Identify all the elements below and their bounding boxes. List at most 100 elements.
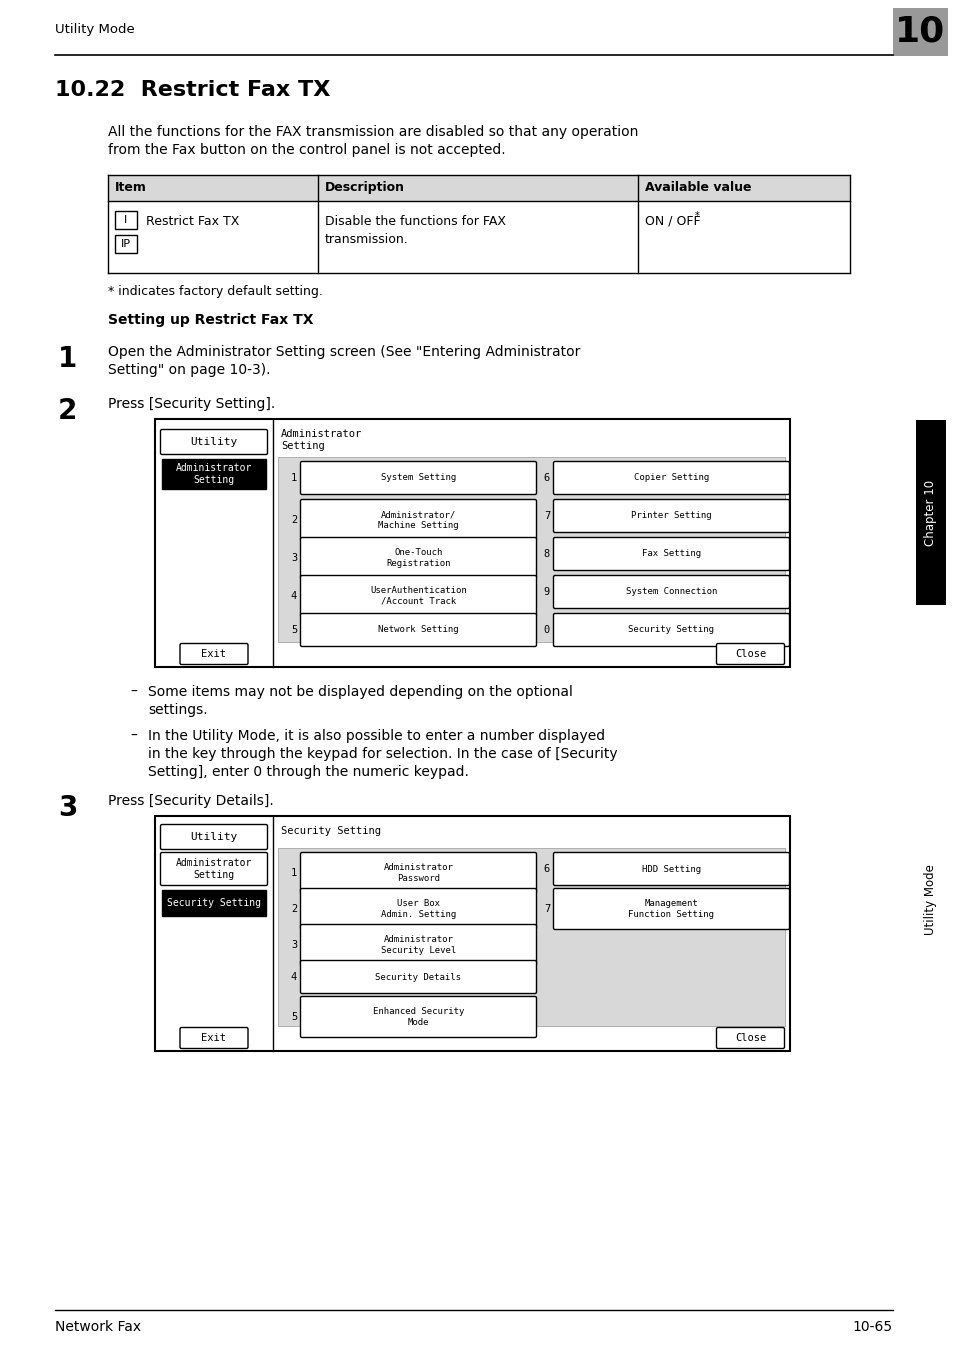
FancyBboxPatch shape (300, 960, 536, 994)
Text: 6: 6 (543, 864, 550, 873)
Bar (277, 457, 784, 642)
Text: HDD Setting: HDD Setting (641, 864, 700, 873)
FancyBboxPatch shape (160, 853, 267, 886)
Text: 3: 3 (291, 940, 296, 950)
Bar (162, 458, 266, 489)
Text: 3: 3 (291, 553, 296, 562)
Text: Utility Mode: Utility Mode (923, 864, 937, 936)
Text: Administrator
Password: Administrator Password (383, 864, 453, 883)
Text: 8: 8 (543, 549, 550, 558)
FancyBboxPatch shape (300, 614, 536, 646)
FancyBboxPatch shape (300, 576, 536, 617)
Text: 9: 9 (543, 587, 550, 598)
Text: Available value: Available value (644, 181, 751, 193)
Text: Chapter 10: Chapter 10 (923, 480, 937, 546)
FancyBboxPatch shape (180, 1028, 248, 1049)
Text: Press [Security Setting].: Press [Security Setting]. (108, 397, 275, 411)
Text: Printer Setting: Printer Setting (631, 511, 711, 521)
Text: System Setting: System Setting (380, 473, 456, 483)
FancyBboxPatch shape (160, 430, 267, 454)
Text: 2: 2 (58, 397, 77, 425)
Text: 4: 4 (291, 972, 296, 982)
Bar (915, 420, 945, 604)
Text: Setting up Restrict Fax TX: Setting up Restrict Fax TX (108, 314, 314, 327)
Text: * indicates factory default setting.: * indicates factory default setting. (108, 285, 322, 297)
Text: 6: 6 (543, 473, 550, 483)
Text: Network Fax: Network Fax (55, 1320, 141, 1334)
FancyBboxPatch shape (553, 538, 789, 571)
Text: 5: 5 (291, 1013, 296, 1022)
Text: in the key through the keypad for selection. In the case of [Security: in the key through the keypad for select… (148, 748, 617, 761)
Text: *: * (695, 211, 699, 220)
Text: 5: 5 (291, 625, 296, 635)
Text: Description: Description (325, 181, 405, 193)
Text: Security Details: Security Details (375, 972, 461, 982)
FancyBboxPatch shape (160, 825, 267, 849)
FancyBboxPatch shape (300, 461, 536, 495)
Text: Restrict Fax TX: Restrict Fax TX (146, 215, 239, 228)
Bar (892, 8, 947, 55)
Text: 7: 7 (543, 904, 550, 914)
FancyBboxPatch shape (553, 614, 789, 646)
Text: Setting], enter 0 through the numeric keypad.: Setting], enter 0 through the numeric ke… (148, 765, 468, 779)
Text: 1: 1 (58, 345, 77, 373)
FancyBboxPatch shape (553, 576, 789, 608)
Text: Setting" on page 10-3).: Setting" on page 10-3). (108, 362, 271, 377)
Text: from the Fax button on the control panel is not accepted.: from the Fax button on the control panel… (108, 143, 505, 157)
Text: Enhanced Security
Mode: Enhanced Security Mode (373, 1007, 464, 1026)
Text: All the functions for the FAX transmission are disabled so that any operation: All the functions for the FAX transmissi… (108, 124, 638, 139)
Text: 7: 7 (543, 511, 550, 521)
Text: 10.22  Restrict Fax TX: 10.22 Restrict Fax TX (55, 80, 330, 100)
Text: Item: Item (115, 181, 147, 193)
Text: 10: 10 (895, 15, 944, 49)
Text: Open the Administrator Setting screen (See "Entering Administrator: Open the Administrator Setting screen (S… (108, 345, 579, 360)
Text: System Connection: System Connection (625, 588, 717, 596)
Text: Administrator
Security Level: Administrator Security Level (380, 936, 456, 955)
Bar (108, 174, 849, 201)
Text: 4: 4 (291, 591, 296, 602)
Text: Security Setting: Security Setting (281, 826, 380, 836)
Bar (277, 848, 784, 1026)
FancyBboxPatch shape (180, 644, 248, 664)
Text: Some items may not be displayed depending on the optional: Some items may not be displayed dependin… (148, 685, 572, 699)
Text: 1: 1 (291, 868, 296, 877)
FancyBboxPatch shape (553, 499, 789, 533)
FancyBboxPatch shape (553, 853, 789, 886)
Text: Administrator/
Machine Setting: Administrator/ Machine Setting (377, 510, 458, 530)
Text: 3: 3 (58, 794, 77, 822)
Bar (115, 211, 137, 228)
Text: Copier Setting: Copier Setting (633, 473, 708, 483)
FancyBboxPatch shape (716, 644, 783, 664)
FancyBboxPatch shape (553, 888, 789, 930)
FancyBboxPatch shape (300, 538, 536, 579)
Text: 1: 1 (291, 473, 296, 483)
FancyBboxPatch shape (300, 925, 536, 965)
Text: Network Setting: Network Setting (377, 626, 458, 634)
Text: Close: Close (734, 1033, 765, 1042)
Text: Exit: Exit (201, 1033, 226, 1042)
Text: Close: Close (734, 649, 765, 658)
FancyBboxPatch shape (300, 499, 536, 541)
Text: Press [Security Details].: Press [Security Details]. (108, 794, 274, 808)
Text: Utility: Utility (191, 831, 237, 842)
FancyBboxPatch shape (300, 996, 536, 1037)
Text: In the Utility Mode, it is also possible to enter a number displayed: In the Utility Mode, it is also possible… (148, 729, 604, 744)
Text: User Box
Admin. Setting: User Box Admin. Setting (380, 899, 456, 919)
Text: IP: IP (121, 239, 131, 249)
Text: 10-65: 10-65 (852, 1320, 892, 1334)
Text: 2: 2 (291, 515, 296, 525)
FancyBboxPatch shape (716, 1028, 783, 1049)
Text: 0: 0 (543, 625, 550, 635)
Text: Security Setting: Security Setting (167, 898, 261, 909)
Text: Disable the functions for FAX
transmission.: Disable the functions for FAX transmissi… (325, 215, 505, 246)
Text: –: – (130, 685, 136, 699)
Text: Management
Function Setting: Management Function Setting (628, 899, 714, 919)
Text: Exit: Exit (201, 649, 226, 658)
FancyBboxPatch shape (300, 888, 536, 930)
Text: ON / OFF: ON / OFF (644, 215, 700, 228)
Bar (115, 235, 137, 253)
Text: 2: 2 (291, 904, 296, 914)
Text: One-Touch
Registration: One-Touch Registration (386, 549, 450, 568)
Text: Utility: Utility (191, 437, 237, 448)
FancyBboxPatch shape (553, 461, 789, 495)
